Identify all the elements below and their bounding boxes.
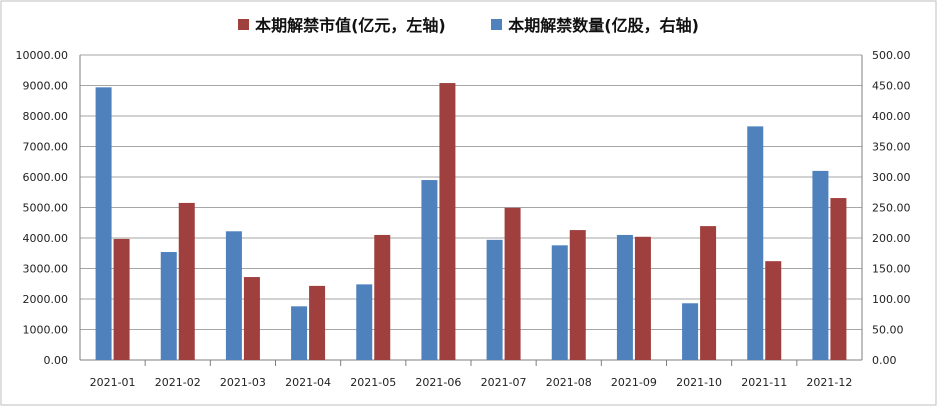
y-left-tick-label: 7000.00 <box>23 141 69 154</box>
bar-quantity-2021-06 <box>421 180 438 360</box>
y-right-tick-label: 150.00 <box>872 263 911 276</box>
y-right-tick-label: 300.00 <box>872 171 911 184</box>
legend-label-quantity: 本期解禁数量(亿股，右轴) <box>508 16 699 35</box>
bar-quantity-2021-08 <box>551 245 568 360</box>
x-tick-label: 2021-03 <box>220 376 266 389</box>
y-left-tick-label: 2000.00 <box>23 293 69 306</box>
x-tick-label: 2021-10 <box>676 376 722 389</box>
y-left-tick-label: 10000.00 <box>16 49 69 62</box>
bar-market-value-2021-12 <box>830 198 847 360</box>
chart-legend: 本期解禁市值(亿元，左轴) 本期解禁数量(亿股，右轴) <box>0 12 937 38</box>
bar-market-value-2021-03 <box>243 277 260 360</box>
y-right-tick-label: 200.00 <box>872 232 911 245</box>
bar-quantity-2021-05 <box>356 284 373 360</box>
x-tick-label: 2021-06 <box>415 376 461 389</box>
legend-label-market-value: 本期解禁市值(亿元，左轴) <box>255 16 446 35</box>
bar-market-value-2021-09 <box>634 236 651 360</box>
y-right-tick-label: 250.00 <box>872 202 911 215</box>
legend-swatch-quantity <box>491 18 503 30</box>
bar-market-value-2021-01 <box>113 238 130 360</box>
y-left-tick-label: 5000.00 <box>23 202 69 215</box>
y-left-tick-label: 8000.00 <box>23 110 69 123</box>
y-left-tick-label: 0.00 <box>44 354 69 367</box>
x-tick-label: 2021-12 <box>806 376 852 389</box>
x-tick-label: 2021-04 <box>285 376 331 389</box>
y-right-tick-label: 50.00 <box>872 324 904 337</box>
bar-quantity-2021-11 <box>747 126 764 361</box>
y-right-tick-label: 500.00 <box>872 49 911 62</box>
bar-market-value-2021-08 <box>569 230 586 360</box>
legend-item-quantity: 本期解禁数量(亿股，右轴) <box>491 12 699 36</box>
bar-market-value-2021-04 <box>309 285 326 360</box>
x-tick-label: 2021-07 <box>481 376 527 389</box>
legend-item-market-value: 本期解禁市值(亿元，左轴) <box>238 12 446 36</box>
bar-market-value-2021-02 <box>178 202 195 360</box>
bar-market-value-2021-07 <box>504 207 521 360</box>
x-tick-label: 2021-09 <box>611 376 657 389</box>
bar-market-value-2021-06 <box>439 83 456 360</box>
bar-quantity-2021-03 <box>225 231 242 360</box>
y-left-tick-label: 3000.00 <box>23 263 69 276</box>
y-right-tick-label: 100.00 <box>872 293 911 306</box>
bar-quantity-2021-10 <box>682 303 699 360</box>
y-left-tick-label: 9000.00 <box>23 80 69 93</box>
bar-quantity-2021-02 <box>160 252 177 360</box>
legend-swatch-market-value <box>238 18 250 30</box>
x-tick-label: 2021-01 <box>90 376 136 389</box>
y-left-tick-label: 4000.00 <box>23 232 69 245</box>
y-left-tick-label: 6000.00 <box>23 171 69 184</box>
y-right-tick-label: 350.00 <box>872 141 911 154</box>
y-right-tick-label: 450.00 <box>872 80 911 93</box>
x-tick-label: 2021-05 <box>350 376 396 389</box>
y-left-tick-label: 1000.00 <box>23 324 69 337</box>
bar-quantity-2021-07 <box>486 239 503 360</box>
bar-market-value-2021-05 <box>374 234 391 360</box>
bar-quantity-2021-04 <box>291 306 308 360</box>
x-tick-label: 2021-02 <box>155 376 201 389</box>
bar-quantity-2021-01 <box>95 87 112 360</box>
bar-quantity-2021-09 <box>616 234 633 360</box>
x-tick-label: 2021-11 <box>741 376 787 389</box>
x-tick-label: 2021-08 <box>546 376 592 389</box>
bar-market-value-2021-11 <box>765 261 782 360</box>
bar-quantity-2021-12 <box>812 170 829 360</box>
y-right-tick-label: 400.00 <box>872 110 911 123</box>
bar-market-value-2021-10 <box>700 226 717 360</box>
y-right-tick-label: 0.00 <box>872 354 897 367</box>
